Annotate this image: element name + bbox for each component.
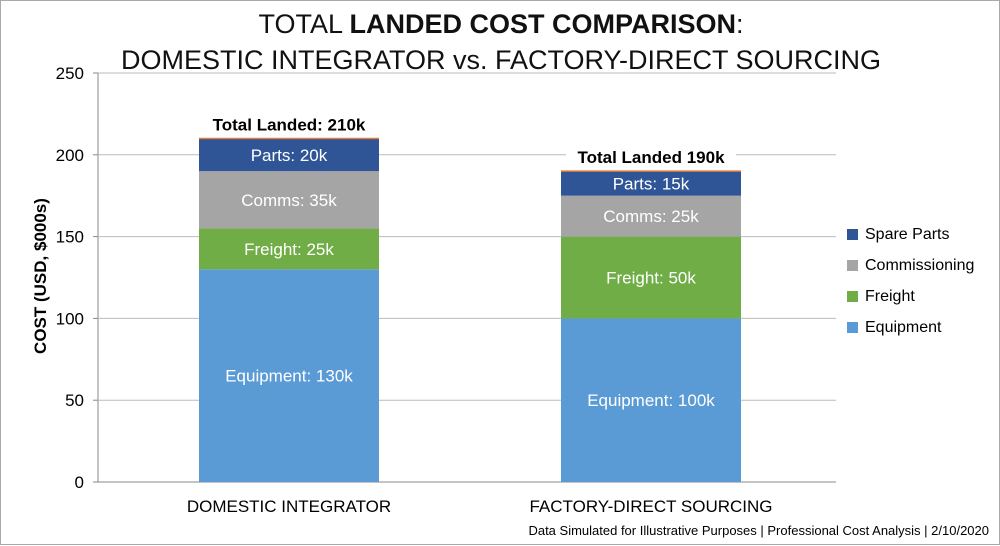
legend-swatch [847, 260, 858, 271]
title-normal: TOTAL [258, 9, 350, 39]
legend-label: Equipment [865, 318, 942, 336]
legend-label: Spare Parts [865, 225, 950, 243]
bar-segment-equipment [561, 318, 741, 482]
y-tick-label: 100 [56, 309, 84, 328]
bar-segment-spare-parts [561, 171, 741, 196]
total-label: Total Landed 190k [577, 148, 725, 167]
total-label: Total Landed: 210k [213, 115, 366, 134]
legend-item: Equipment [847, 312, 974, 343]
y-tick-label: 50 [65, 391, 84, 410]
legend-swatch [847, 291, 858, 302]
legend-swatch [847, 322, 858, 333]
data-label: Freight: 25k [244, 240, 334, 259]
data-label: Equipment: 130k [225, 367, 353, 386]
x-tick-label: FACTORY-DIRECT SOURCING [529, 497, 772, 516]
data-label: Equipment: 100k [587, 391, 715, 410]
total-label-bg [204, 114, 374, 137]
y-tick-label: 250 [56, 64, 84, 83]
data-label: Comms: 35k [241, 191, 337, 210]
data-label: Comms: 25k [603, 207, 699, 226]
y-tick-label: 150 [56, 228, 84, 247]
bar-segment-freight [199, 228, 379, 270]
bar-segment-commissioning [199, 171, 379, 229]
legend: Spare Parts Commissioning Freight Equipment [847, 219, 974, 343]
y-tick-label: 200 [56, 146, 84, 165]
legend-item: Freight [847, 281, 974, 312]
data-label: Parts: 15k [613, 174, 690, 193]
legend-item: Commissioning [847, 250, 974, 281]
legend-label: Freight [865, 287, 915, 305]
legend-item: Spare Parts [847, 219, 974, 250]
legend-swatch [847, 229, 858, 240]
data-label: Parts: 20k [251, 146, 328, 165]
total-label-bg [566, 147, 736, 170]
chart-title-line2: DOMESTIC INTEGRATOR vs. FACTORY-DIRECT S… [120, 45, 882, 75]
data-label: Freight: 50k [606, 269, 696, 288]
bar-segment-spare-parts [199, 138, 379, 172]
bar-segment-equipment [199, 269, 379, 482]
footer-note: Data Simulated for Illustrative Purposes… [528, 523, 989, 538]
title-colon: : [736, 9, 744, 39]
chart-title-line1: TOTAL LANDED COST COMPARISON: [1, 9, 1000, 40]
bar-segment-freight [561, 236, 741, 319]
legend-label: Commissioning [865, 256, 975, 274]
y-tick-label: 0 [75, 473, 84, 492]
title-bold: LANDED COST COMPARISON [349, 9, 737, 39]
bar-segment-commissioning [561, 195, 741, 237]
x-tick-label: DOMESTIC INTEGRATOR [187, 497, 391, 516]
